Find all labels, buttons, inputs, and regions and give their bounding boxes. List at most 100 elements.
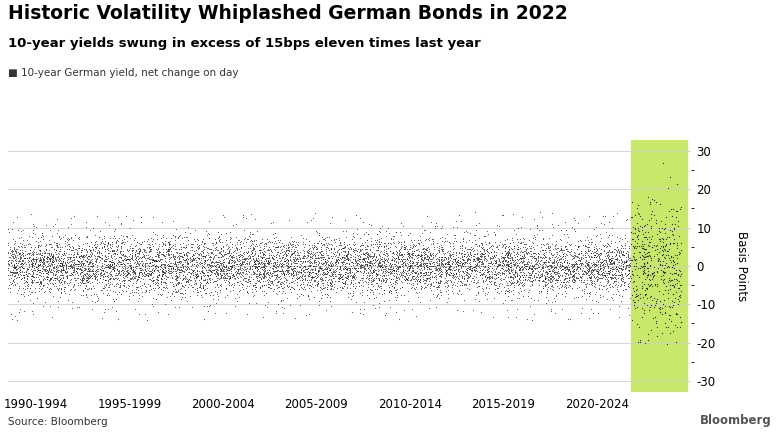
Point <box>75 265 88 272</box>
Point <box>16 260 29 267</box>
Point <box>108 260 120 267</box>
Point <box>241 249 253 255</box>
Point <box>575 273 587 280</box>
Point <box>74 292 87 299</box>
Point <box>537 241 549 248</box>
Point <box>155 256 168 263</box>
Point <box>662 278 674 285</box>
Point <box>607 255 619 262</box>
Point <box>216 251 228 258</box>
Point <box>212 270 224 277</box>
Point <box>78 267 90 274</box>
Point <box>111 281 123 288</box>
Point <box>555 264 567 271</box>
Point <box>395 220 407 227</box>
Point <box>504 264 517 271</box>
Point <box>390 254 402 261</box>
Point <box>133 240 146 247</box>
Point <box>535 272 548 279</box>
Point <box>374 259 386 266</box>
Point <box>49 254 61 261</box>
Point <box>256 274 268 281</box>
Point <box>590 242 602 249</box>
Point <box>473 269 486 276</box>
Point <box>371 270 383 277</box>
Point <box>136 254 148 261</box>
Point <box>412 251 424 258</box>
Point <box>515 264 528 271</box>
Point <box>609 274 622 281</box>
Point <box>240 259 252 266</box>
Point <box>367 275 379 282</box>
Point <box>462 265 474 272</box>
Point <box>589 252 601 259</box>
Point <box>580 280 592 287</box>
Point <box>404 263 417 270</box>
Point <box>265 278 277 285</box>
Point <box>269 272 282 279</box>
Point <box>385 270 397 277</box>
Point <box>637 293 650 300</box>
Point <box>16 267 29 274</box>
Point <box>613 238 625 245</box>
Point <box>315 240 327 247</box>
Point <box>564 269 577 276</box>
Point <box>164 238 176 245</box>
Point <box>147 261 159 268</box>
Point <box>7 254 19 261</box>
Point <box>251 275 263 282</box>
Point <box>134 214 147 221</box>
Point <box>417 279 430 286</box>
Point <box>231 238 244 245</box>
Point <box>361 237 373 244</box>
Point <box>337 276 349 283</box>
Point <box>215 261 227 268</box>
Point <box>171 274 183 281</box>
Point <box>172 258 185 265</box>
Point <box>407 243 420 250</box>
Point <box>56 280 68 287</box>
Point <box>214 260 227 267</box>
Point <box>571 260 584 267</box>
Point <box>177 249 189 256</box>
Point <box>456 273 468 280</box>
Point <box>229 247 241 254</box>
Point <box>630 283 643 290</box>
Point <box>37 266 50 272</box>
Point <box>148 258 161 265</box>
Point <box>596 262 608 269</box>
Point <box>56 260 68 267</box>
Point <box>553 284 566 291</box>
Point <box>130 242 143 249</box>
Point <box>568 226 580 233</box>
Point <box>466 307 479 314</box>
Point <box>645 225 657 232</box>
Point <box>514 258 527 265</box>
Point <box>415 269 428 276</box>
Point <box>526 280 539 287</box>
Point <box>143 262 155 269</box>
Point <box>374 262 386 269</box>
Point <box>102 262 114 269</box>
Point <box>373 225 386 232</box>
Point <box>644 252 656 259</box>
Point <box>373 274 386 281</box>
Point <box>21 255 33 262</box>
Point <box>19 283 31 290</box>
Point <box>76 263 88 270</box>
Point <box>126 291 139 298</box>
Point <box>262 255 275 262</box>
Point <box>61 242 73 249</box>
Point <box>272 278 284 285</box>
Point <box>359 246 371 253</box>
Point <box>667 232 679 238</box>
Point <box>507 275 519 282</box>
Point <box>418 263 431 270</box>
Point <box>54 276 67 283</box>
Point <box>431 293 443 300</box>
Point <box>476 241 489 248</box>
Point <box>415 252 428 259</box>
Point <box>421 253 434 260</box>
Point <box>84 279 96 286</box>
Point <box>9 264 22 271</box>
